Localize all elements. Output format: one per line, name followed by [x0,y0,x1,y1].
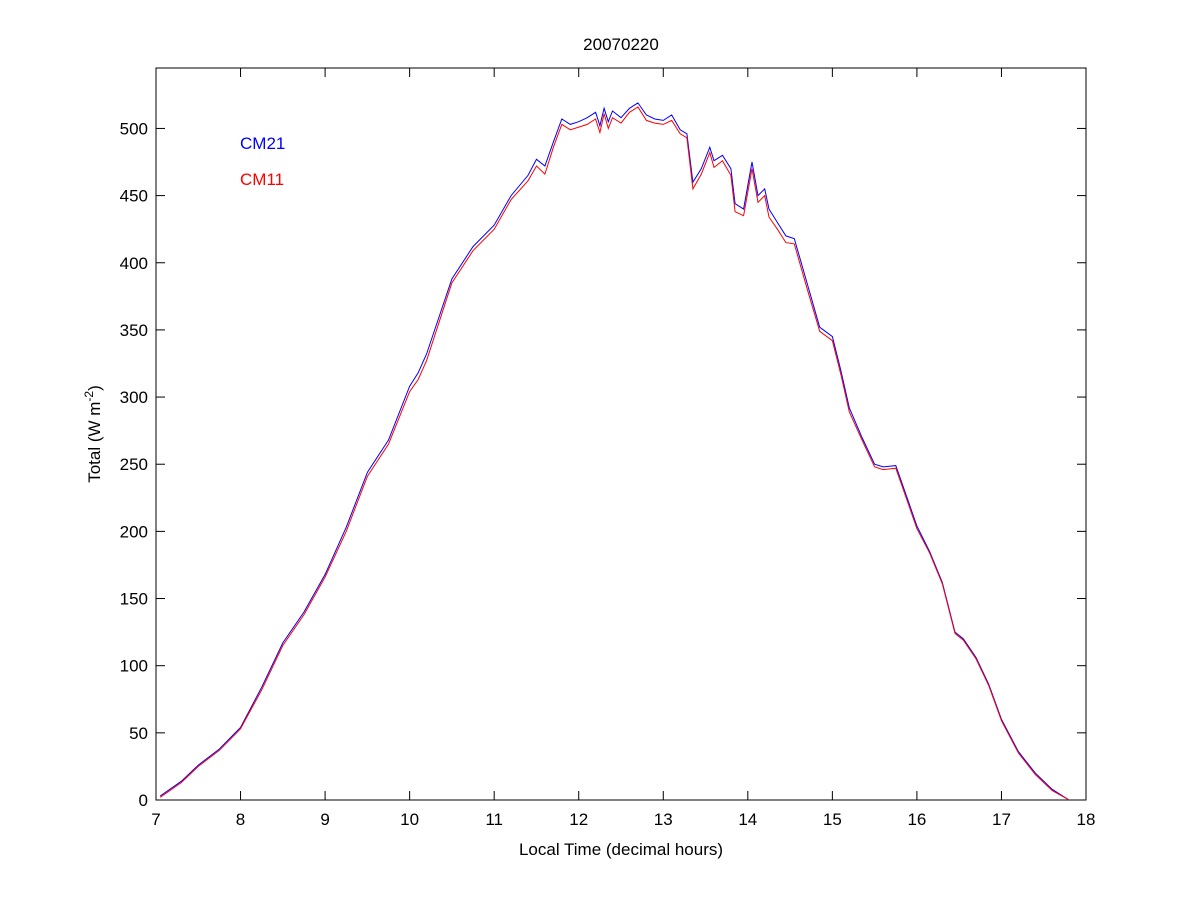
y-tick-label: 300 [120,388,148,407]
y-tick-label: 200 [120,522,148,541]
chart-title: 20070220 [583,35,659,54]
x-tick-label: 17 [992,810,1011,829]
x-tick-label: 8 [236,810,245,829]
x-tick-label: 12 [569,810,588,829]
x-tick-label: 10 [400,810,419,829]
x-tick-label: 9 [320,810,329,829]
x-tick-label: 11 [485,810,503,829]
x-axis-label: Local Time (decimal hours) [519,840,723,859]
x-tick-label: 18 [1077,810,1096,829]
y-tick-label: 450 [120,187,148,206]
y-tick-label: 150 [120,590,148,609]
y-tick-label: 50 [129,724,148,743]
y-tick-label: 0 [139,791,148,810]
y-tick-label: 250 [120,455,148,474]
series-line-cm21 [159,102,1070,801]
y-tick-label: 100 [120,657,148,676]
x-tick-label: 13 [654,810,673,829]
plot-area [155,67,1087,801]
x-tick-label: 15 [823,810,842,829]
y-axis-label-end: ) [85,385,104,391]
y-axis-label-main: Total (W m [85,402,104,483]
x-tick-label: 14 [738,810,757,829]
series-line-cm11 [159,106,1070,801]
x-tick-label: 16 [907,810,926,829]
y-tick-label: 500 [120,119,148,138]
legend-entry-cm21: CM21 [240,134,285,153]
legend-entry-cm11: CM11 [240,170,284,189]
x-tick-label: 7 [151,810,160,829]
y-tick-label: 400 [120,254,148,273]
y-axis-label: Total (W m-2) [82,385,104,483]
y-tick-label: 350 [120,321,148,340]
y-axis-label-sup: -2 [82,391,96,402]
